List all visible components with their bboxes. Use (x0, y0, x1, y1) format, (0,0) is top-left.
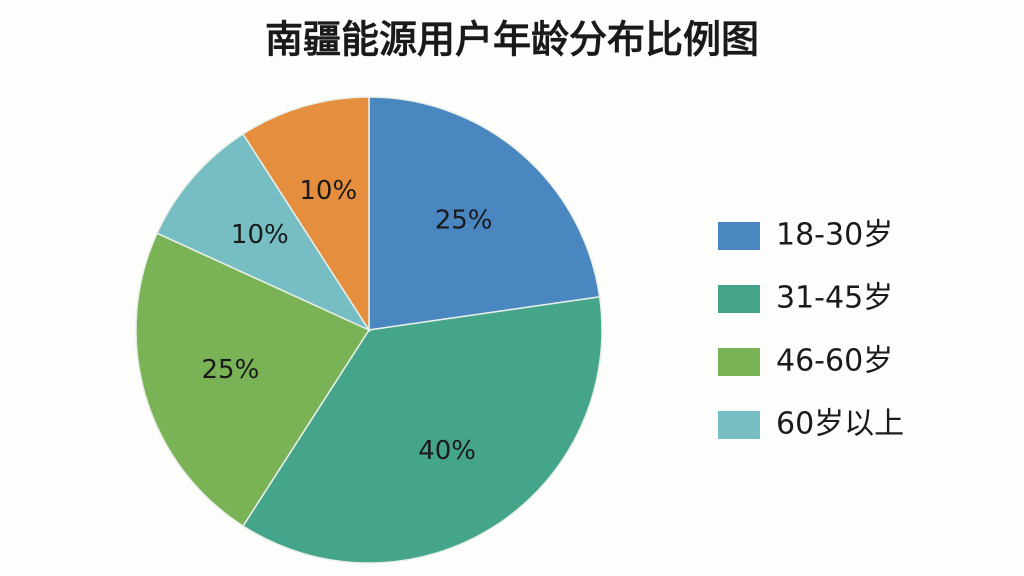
legend-swatch (718, 222, 760, 250)
legend-label: 60岁以上 (776, 407, 904, 442)
legend-swatch (718, 411, 760, 439)
slice-label: 40% (418, 436, 476, 466)
pie-slice (241, 295, 603, 564)
pie-slice (156, 132, 372, 332)
legend-label: 18-30岁 (776, 218, 893, 253)
legend-swatch (718, 348, 760, 376)
slice-label: 25% (435, 205, 493, 235)
slice-label: 25% (201, 355, 259, 385)
legend-label: 46-60岁 (776, 344, 893, 379)
chart-title: 南疆能源用户年龄分布比例图 (265, 18, 759, 62)
pie-slice (135, 232, 371, 528)
legend-label: 31-45岁 (776, 281, 893, 316)
pie-slice (241, 96, 370, 333)
slice-label: 10% (299, 176, 357, 206)
legend-swatch (718, 285, 760, 313)
pie-slice (368, 96, 601, 331)
slice-label: 10% (231, 220, 289, 250)
